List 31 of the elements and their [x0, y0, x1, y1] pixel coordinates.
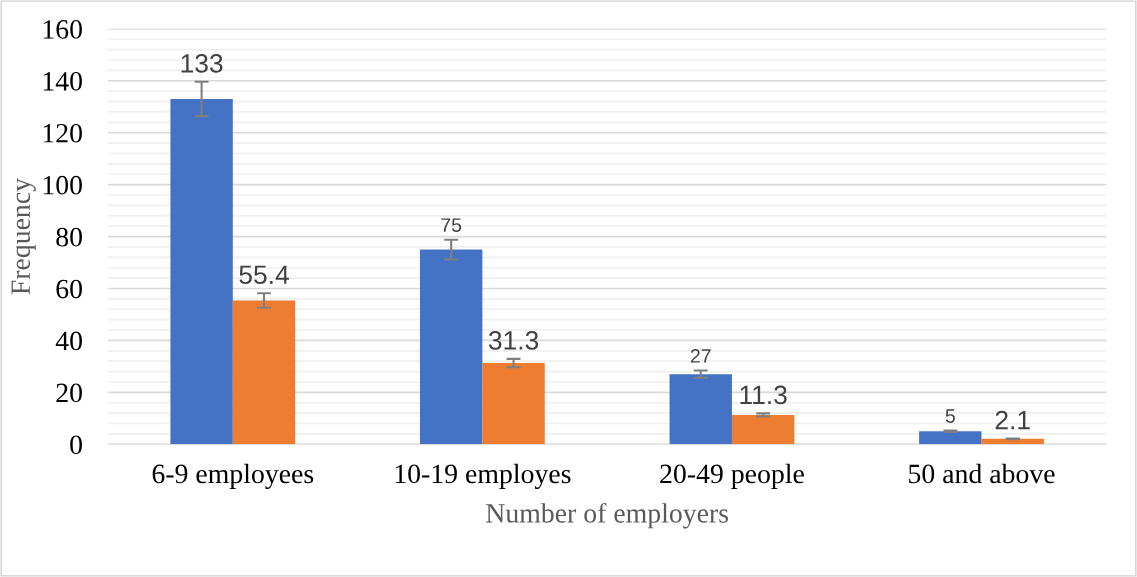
y-tick-label: 20 — [56, 383, 82, 403]
x-tick-label: 6-9 employees — [152, 463, 314, 489]
data-label: 133 — [181, 54, 223, 73]
y-tick-label: 80 — [56, 227, 82, 247]
bar — [919, 431, 982, 445]
y-tick-label: 160 — [43, 20, 82, 39]
y-tick-label: 120 — [43, 123, 82, 143]
x-tick-label: 50 and above — [909, 463, 1055, 484]
x-tick-label: 20-49 people — [660, 463, 804, 489]
y-tick-label: 0 — [70, 435, 82, 455]
bar — [170, 98, 233, 445]
data-label: 27 — [690, 349, 711, 363]
bar — [232, 300, 296, 445]
data-label: 5 — [945, 409, 955, 423]
data-label: 55.4 — [239, 265, 289, 285]
bar — [981, 438, 1044, 445]
data-label: 11.3 — [740, 385, 787, 405]
y-tick-label: 60 — [56, 279, 82, 299]
x-tick-label: 10-19 employes — [395, 463, 571, 489]
data-label: 31.3 — [488, 331, 539, 350]
bar — [482, 363, 545, 445]
bar — [419, 249, 483, 445]
data-label: 2.1 — [995, 410, 1030, 430]
data-label: 75 — [441, 218, 462, 232]
x-axis-title: Number of employers — [486, 502, 729, 529]
y-tick-label: 140 — [43, 71, 82, 91]
y-tick-label: 40 — [55, 331, 82, 351]
y-tick-label: 100 — [43, 175, 82, 195]
bar — [731, 414, 795, 445]
bar — [669, 374, 732, 445]
y-axis-title: Frequency — [11, 178, 36, 295]
